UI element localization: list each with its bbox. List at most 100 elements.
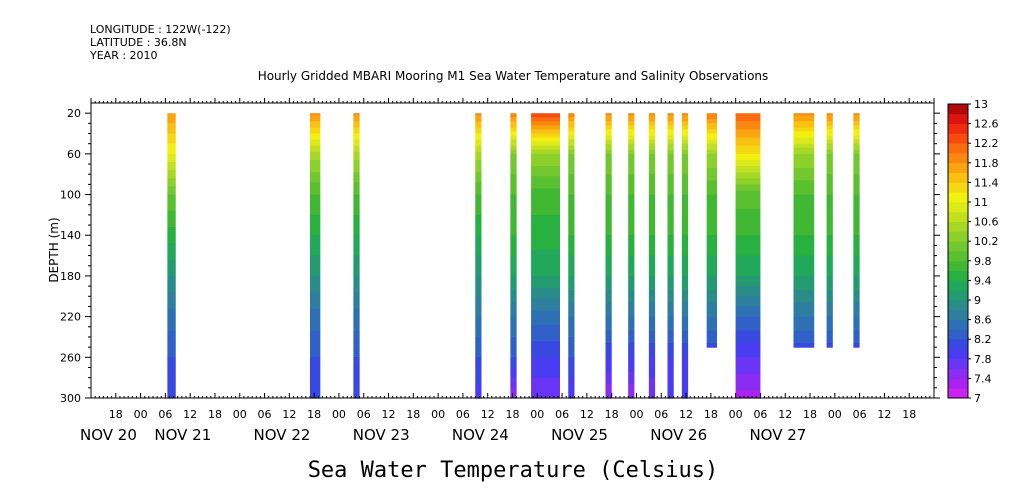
depth-cell (353, 381, 360, 385)
x-day-label: NOV 20 (80, 426, 137, 444)
depth-cell (568, 261, 575, 265)
depth-cell (853, 176, 860, 179)
depth-cell (667, 275, 674, 279)
depth-cell (793, 237, 815, 240)
colorbar-swatch (948, 260, 968, 271)
depth-cell (681, 133, 689, 137)
depth-cell (510, 231, 517, 234)
depth-cell (605, 306, 612, 310)
depth-cell (605, 149, 612, 153)
depth-cell (706, 182, 717, 185)
depth-cell (735, 239, 761, 242)
depth-cell (353, 129, 360, 133)
depth-cell (475, 172, 482, 175)
depth-cell (510, 393, 517, 397)
depth-cell (706, 216, 717, 220)
depth-cell (531, 113, 560, 116)
depth-cell (475, 208, 482, 212)
depth-cell (531, 306, 560, 310)
depth-cell (826, 345, 833, 348)
depth-cell (475, 334, 482, 338)
depth-cell (510, 273, 517, 277)
depth-cell (793, 131, 815, 135)
depth-cell (648, 296, 656, 299)
depth-cell (510, 337, 517, 340)
depth-cell (735, 328, 761, 332)
depth-cell (568, 347, 575, 350)
depth-cell (628, 371, 635, 375)
depth-cell (628, 377, 635, 381)
depth-cell (706, 324, 717, 328)
depth-cell (667, 365, 674, 369)
observation-burst (531, 113, 560, 399)
depth-cell (475, 310, 482, 314)
depth-cell (605, 377, 612, 381)
depth-cell (681, 219, 689, 222)
depth-cell (853, 341, 860, 344)
depth-cell (706, 257, 717, 261)
depth-cell (735, 377, 761, 381)
depth-cell (853, 275, 860, 279)
depth-cell (681, 316, 689, 320)
depth-cell (568, 170, 575, 173)
depth-cell (475, 235, 482, 238)
depth-cell (706, 233, 717, 236)
depth-cell (167, 314, 176, 318)
depth-cell (167, 149, 176, 153)
depth-cell (681, 194, 689, 198)
depth-cell (853, 286, 860, 289)
x-axis: 18 00 06 12 18 00 06 12 18 00 06 12 18 00 06 12 18 00 06 12… (80, 98, 935, 444)
depth-cell (681, 214, 689, 218)
depth-cell (706, 186, 717, 190)
depth-cell (735, 302, 761, 306)
y-tick-label: 220 (60, 311, 81, 324)
depth-cell (353, 125, 360, 129)
depth-cell (475, 129, 482, 133)
depth-cell (826, 198, 833, 202)
depth-cell (475, 160, 482, 163)
depth-cell (568, 147, 575, 151)
depth-cell (605, 135, 612, 139)
depth-cell (826, 115, 833, 118)
chart-subtitle: Sea Water Temperature (Celsius) (308, 458, 719, 483)
x-tick-label: 18 (109, 408, 123, 421)
y-tick-label: 60 (67, 148, 81, 161)
depth-cell (510, 129, 517, 133)
depth-cell (706, 296, 717, 299)
colorbar-label: 9 (974, 294, 981, 307)
depth-cell (628, 282, 635, 285)
depth-cell (628, 292, 635, 295)
depth-cell (648, 233, 656, 236)
depth-cell (681, 180, 689, 183)
depth-cell (568, 247, 575, 251)
depth-cell (853, 339, 860, 342)
depth-cell (628, 304, 635, 308)
colorbar-swatch (948, 123, 968, 134)
depth-cell (667, 389, 674, 393)
depth-cell (510, 223, 517, 226)
depth-cell (667, 334, 674, 338)
depth-cell (568, 186, 575, 190)
depth-cell (735, 176, 761, 179)
depth-cell (475, 247, 482, 251)
depth-cell (667, 229, 674, 232)
depth-cell (475, 182, 482, 185)
depth-cell (793, 225, 815, 228)
depth-cell (167, 251, 176, 255)
depth-cell (310, 206, 321, 210)
depth-cell (735, 286, 761, 289)
depth-cell (510, 188, 517, 192)
depth-cell (853, 119, 860, 122)
depth-cell (510, 202, 517, 206)
depth-cell (681, 267, 689, 271)
depth-cell (353, 377, 360, 381)
depth-cell (353, 290, 360, 293)
depth-cell (568, 300, 575, 303)
depth-cell (648, 326, 656, 330)
depth-cell (510, 198, 517, 202)
depth-cell (475, 225, 482, 228)
depth-cell (605, 141, 612, 145)
depth-cell (510, 216, 517, 220)
depth-cell (735, 151, 761, 155)
depth-cell (706, 194, 717, 198)
